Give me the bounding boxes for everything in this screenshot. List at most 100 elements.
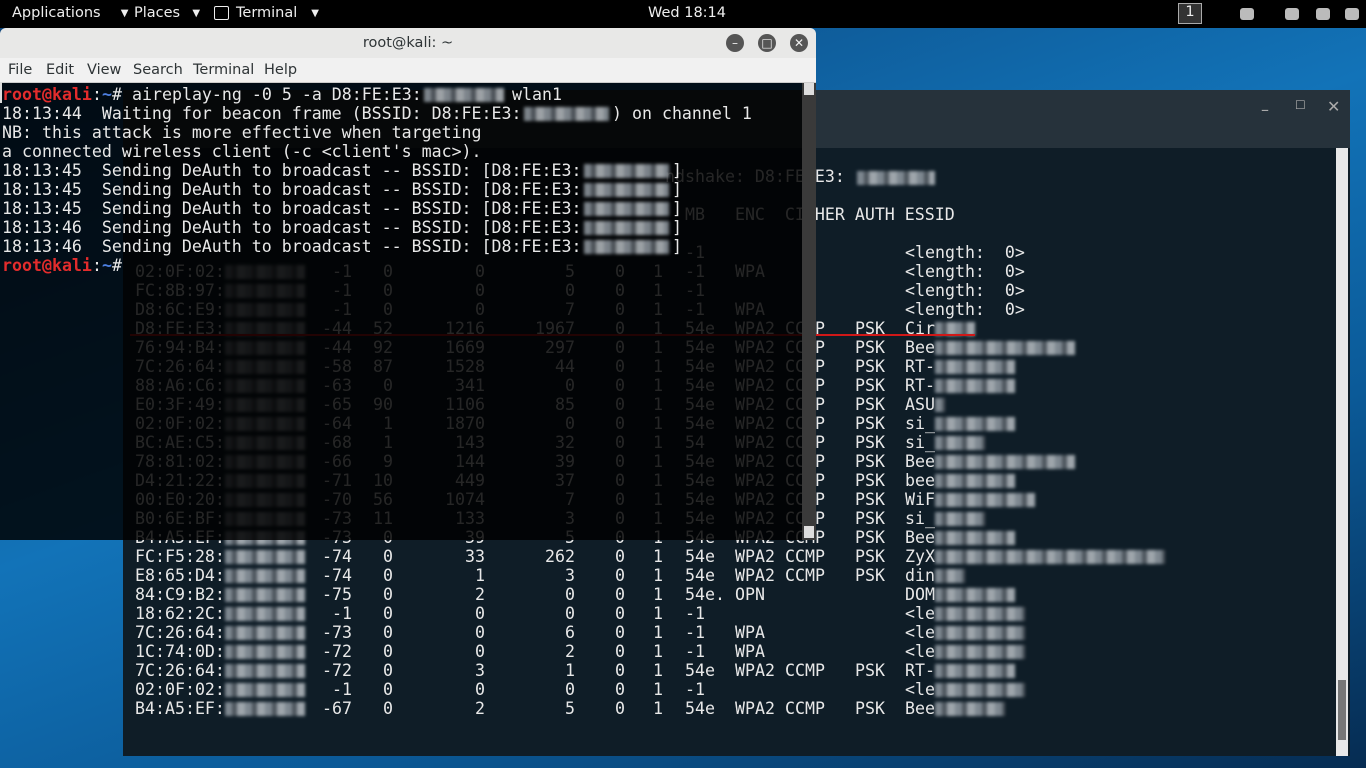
table-cell: PSK [855,376,885,395]
menu-item[interactable]: Edit [46,62,75,78]
table-cell: -73 [322,623,352,642]
table-cell: PSK [855,528,885,547]
table-cell: RT- [905,357,935,376]
menu-item[interactable]: Terminal [193,62,255,78]
top-menu[interactable]: Applications [12,5,101,21]
terminal-text: 18:13:45 Sending DeAuth to broadcast -- … [2,180,582,199]
close[interactable]: ✕ [790,34,808,52]
prompt-user: root@kali [2,85,92,104]
terminal-text: aireplay-ng -0 5 -a D8:FE:E3: [132,85,422,104]
top-menu[interactable]: Terminal [236,5,298,21]
terminal-text: NB: this attack is more effective when t… [2,123,482,142]
close[interactable]: ✕ [1327,97,1341,116]
table-cell: 3 [475,661,485,680]
redacted [935,550,1165,564]
table-cell: 1C:74:0D: [135,642,225,661]
clock[interactable]: Wed 18:14 [648,5,727,21]
prompt-path: ~ [102,85,112,104]
redacted [584,202,669,216]
table-cell: -1 [685,623,705,642]
table-cell: 0 [383,604,393,623]
table-cell: PSK [855,566,885,585]
table-cell: si_ [905,433,935,452]
redacted [935,702,1005,716]
maximize[interactable]: □ [758,34,776,52]
redacted [225,588,305,602]
terminal-text: ] [672,180,682,199]
top-menu[interactable]: Places [134,5,181,21]
menu-item[interactable]: Search [133,62,183,78]
table-cell: PSK [855,357,885,376]
table-cell: PSK [855,414,885,433]
terminal-text: wlan1 [512,85,562,104]
table-cell: -1 [685,604,705,623]
tray-icon[interactable] [1240,8,1254,20]
terminal-text: ) on channel 1 [612,104,752,123]
table-cell: WPA [735,642,765,661]
table-cell: 1 [653,566,663,585]
menu-item[interactable]: Help [264,62,298,78]
scrollbar[interactable] [802,83,816,540]
redacted [225,550,305,564]
redacted [524,107,609,121]
table-cell: 1 [565,661,575,680]
redacted [935,474,1015,488]
redacted [935,626,1025,640]
minimize[interactable]: – [1261,100,1269,119]
table-cell: -75 [322,585,352,604]
redacted [935,607,1025,621]
table-cell: 54e. [685,585,725,604]
menu-item[interactable]: View [87,62,122,78]
table-cell: 0 [475,680,485,699]
tray-icon[interactable] [1316,8,1330,20]
prompt-path: ~ [102,256,112,275]
table-cell: 3 [565,566,575,585]
redacted [584,240,669,254]
table-cell: 1 [653,642,663,661]
table-cell: PSK [855,699,885,718]
table-cell: OPN [735,585,765,604]
minimize[interactable]: – [726,34,744,52]
redacted [584,221,669,235]
table-cell: 1 [475,566,485,585]
redacted [225,683,305,697]
menu-item[interactable]: File [8,62,33,78]
redacted [935,588,1015,602]
table-cell: 2 [475,699,485,718]
scrollbar[interactable] [1336,148,1348,756]
table-cell: 7C:26:64: [135,661,225,680]
top-bar: Applications ▼ Places ▼ Terminal ▼ Wed 18:14 1 [0,0,1366,28]
terminal-text: ] [672,199,682,218]
tray-icon[interactable] [1285,8,1299,20]
maximize[interactable]: ☐ [1295,98,1306,112]
table-cell: ZyX [905,547,935,566]
table-cell: PSK [855,452,885,471]
prompt-symbol: # [112,85,122,104]
table-cell: Bee [905,528,935,547]
dropdown-arrow: ▼ [192,8,201,19]
table-cell: 0 [565,680,575,699]
table-cell: 02:0F:02: [135,680,225,699]
redacted [935,341,1075,355]
redacted [935,512,985,526]
table-cell: 0 [475,623,485,642]
prompt-sep: : [92,256,102,275]
table-cell: 0 [383,661,393,680]
table-cell: DOM [905,585,935,604]
table-cell: PSK [855,319,885,338]
table-cell: 0 [383,699,393,718]
table-cell: WPA2 [735,566,775,585]
workspace[interactable]: 1 [1178,3,1202,24]
table-cell: <le [905,604,935,623]
table-cell: -67 [322,699,352,718]
tray-icon[interactable] [1345,8,1359,20]
redacted [935,379,1015,393]
table-cell: <le [905,623,935,642]
terminal-text: 18:13:46 Sending DeAuth to broadcast -- … [2,237,582,256]
terminal-text: ] [672,161,682,180]
table-cell: -1 [332,680,352,699]
prompt-symbol: # [112,256,122,275]
table-cell: <length: 0> [905,262,1025,281]
prompt-sep: : [92,85,102,104]
